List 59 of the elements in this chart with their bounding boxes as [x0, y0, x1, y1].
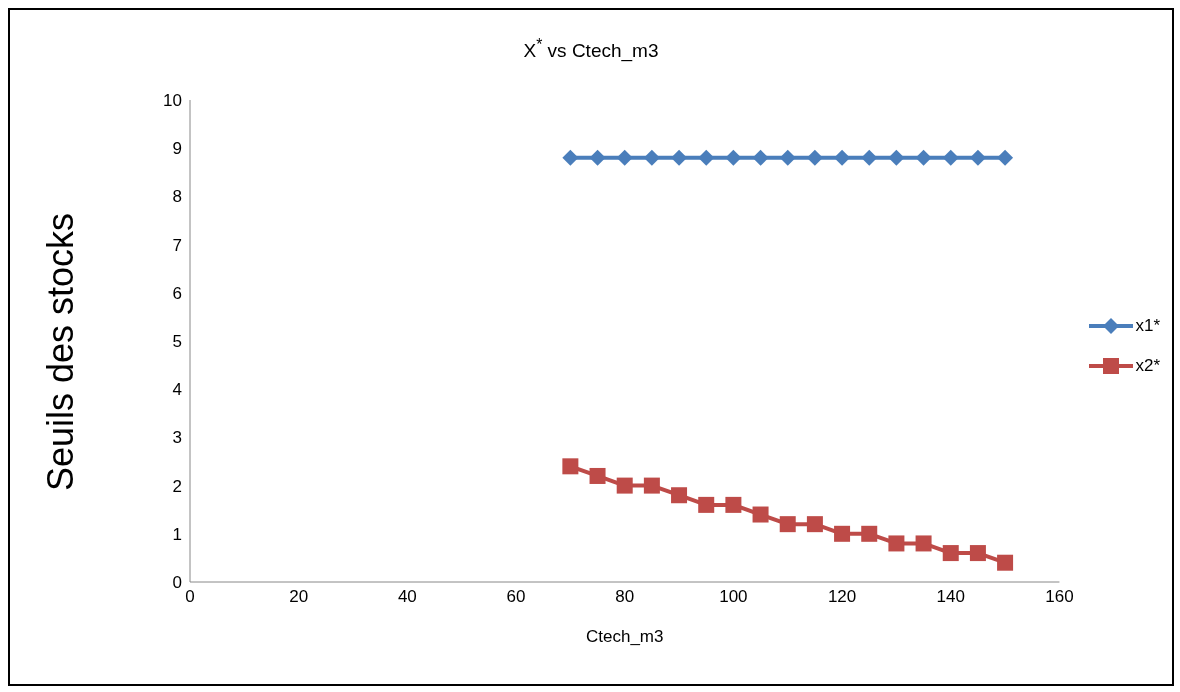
point [915, 535, 932, 552]
y-tick-label: 3 [172, 428, 182, 448]
point [698, 496, 715, 513]
point [942, 545, 959, 562]
x-tick-label: 80 [615, 587, 635, 607]
legend-label: x2* [1135, 356, 1160, 376]
point [888, 535, 905, 552]
x-tick-label: 140 [936, 587, 965, 607]
x-tick-label: 0 [185, 587, 195, 607]
x-tick-label: 160 [1045, 587, 1074, 607]
x-tick-label: 40 [397, 587, 417, 607]
point [806, 516, 823, 533]
point [725, 496, 742, 513]
point [834, 149, 851, 166]
point [969, 545, 986, 562]
point [589, 467, 606, 484]
y-tick-label: 2 [172, 476, 182, 496]
point [616, 477, 633, 494]
point [888, 149, 905, 166]
y-tick-label: 1 [172, 524, 182, 544]
point [779, 516, 796, 533]
point [834, 525, 851, 542]
point [643, 477, 660, 494]
y-axis-title: Seuils des stocks [39, 212, 81, 491]
y-tick-label: 5 [172, 332, 182, 352]
point [969, 149, 986, 166]
point [725, 149, 742, 166]
point [562, 458, 579, 475]
x-tick-label: 120 [827, 587, 857, 607]
x-tick-label: 60 [506, 587, 526, 607]
point [942, 149, 959, 166]
y-tick-label: 8 [172, 187, 182, 207]
x-tick-label: 100 [719, 587, 748, 607]
point [915, 149, 932, 166]
point [589, 149, 606, 166]
point [643, 149, 660, 166]
point [806, 149, 823, 166]
x-axis-title: Ctech_m3 [585, 627, 664, 646]
point [997, 149, 1014, 166]
point [671, 149, 688, 166]
y-tick-label: 0 [172, 573, 182, 593]
legend-label: x1* [1135, 316, 1160, 336]
y-tick-label: 10 [163, 91, 182, 111]
point [562, 149, 579, 166]
y-tick-label: 7 [172, 235, 182, 255]
chart-title: X$^{*}$ vs Ctech_m3 [522, 36, 660, 63]
y-tick-label: 6 [172, 283, 182, 303]
y-tick-label: 9 [172, 139, 182, 159]
point [861, 149, 878, 166]
x-tick-label: 20 [289, 587, 309, 607]
point [861, 525, 878, 542]
y-tick-label: 4 [172, 380, 182, 400]
point [698, 149, 715, 166]
point [752, 506, 769, 523]
point [671, 487, 688, 504]
point [616, 149, 633, 166]
point [752, 149, 769, 166]
point [779, 149, 796, 166]
point [997, 554, 1014, 571]
